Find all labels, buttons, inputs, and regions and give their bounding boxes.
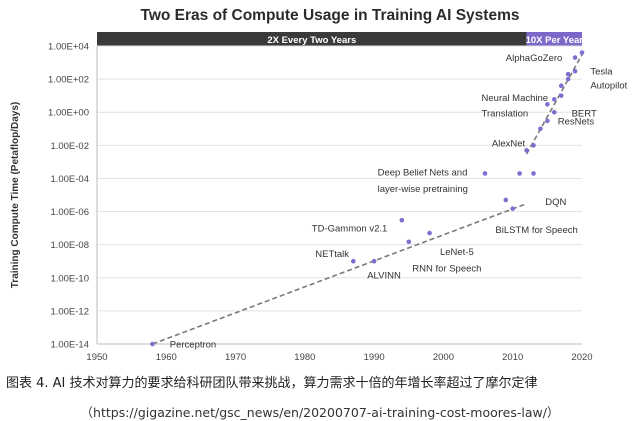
y-tick-label: 1.00E+02 — [48, 75, 89, 86]
point-annotation: Autopilot — [590, 80, 627, 91]
data-point — [545, 102, 550, 107]
point-annotation: NETtalk — [315, 249, 349, 260]
y-tick-label: 1.00E-02 — [50, 141, 89, 152]
figure-source: （https://gigazine.net/gsc_news/en/202007… — [80, 405, 560, 420]
annotations: Perceptron NETtalk ALVINN TD-Gammon v2.1 RNN… — [170, 53, 628, 350]
data-point — [524, 148, 529, 153]
point-annotation: Translation — [482, 108, 529, 119]
data-point — [503, 197, 509, 203]
data-point — [517, 171, 522, 176]
data-point — [399, 217, 405, 223]
y-tick-label: 1.00E-08 — [50, 240, 89, 251]
y-tick-label: 1.00E-06 — [50, 207, 89, 218]
era-label-1: 10X Per Year — [526, 35, 584, 46]
data-point — [572, 68, 578, 74]
x-tick-label: 2010 — [502, 352, 523, 363]
data-point — [371, 258, 377, 264]
x-tick-label: 1950 — [86, 352, 107, 363]
data-point — [558, 83, 564, 88]
point-annotation: Tesla — [590, 67, 613, 78]
y-tick-label: 1.00E-12 — [50, 306, 89, 317]
tick-labels: 1.00E+04 1.00E+02 1.00E+00 1.00E-02 1.00E-04… — [48, 42, 593, 364]
era-band-1 — [526, 32, 582, 46]
era-bands: 2X Every Two Years 10X Per Year — [97, 32, 583, 46]
data-point — [565, 76, 571, 82]
y-tick-label: 1.00E-14 — [50, 340, 89, 351]
point-annotation: TD-Gammon v2.1 — [312, 224, 388, 235]
point-annotation: BiLSTM for Speech — [495, 225, 577, 236]
axes — [96, 46, 582, 345]
x-tick-label: 2000 — [433, 352, 454, 363]
data-points — [150, 50, 585, 347]
data-point — [531, 171, 536, 176]
x-tick-label: 1980 — [294, 352, 315, 363]
data-point — [482, 171, 488, 176]
point-annotation: BERT — [572, 108, 597, 119]
grid-lines — [97, 45, 582, 345]
point-annotation: DQN — [545, 197, 566, 208]
y-axis-label: Training Compute Time (Petaflop/Days) — [10, 102, 21, 289]
x-tick-label: 1970 — [225, 352, 246, 363]
data-point — [579, 50, 585, 55]
data-point — [551, 97, 557, 102]
data-point — [538, 126, 543, 132]
data-point — [406, 239, 412, 245]
x-tick-label: 1990 — [364, 352, 385, 363]
era-label-0: 2X Every Two Years — [267, 35, 356, 46]
point-annotation: RNN for Speech — [412, 263, 481, 274]
trend-lines — [152, 54, 583, 345]
trend-line-0 — [152, 202, 527, 345]
trend-line-1 — [525, 54, 583, 155]
data-point — [427, 230, 432, 236]
point-annotation: Deep Belief Nets and — [378, 167, 468, 178]
point-annotation: Perceptron — [170, 340, 216, 351]
x-tick-label: 1960 — [156, 352, 177, 363]
compute-chart: Two Eras of Compute Usage in Training AI… — [10, 7, 628, 364]
y-tick-label: 1.00E-10 — [50, 273, 89, 284]
x-tick-label: 2020 — [571, 352, 592, 363]
data-point — [531, 143, 536, 148]
point-annotation: AlexNet — [492, 138, 526, 149]
point-annotation: ALVINN — [367, 270, 401, 281]
data-point — [572, 55, 578, 60]
y-tick-label: 1.00E+00 — [48, 108, 89, 119]
data-point — [150, 341, 155, 347]
point-annotation: AlphaGoZero — [506, 53, 563, 64]
era-band-0 — [97, 32, 527, 46]
point-annotation: LeNet-5 — [440, 247, 474, 258]
data-point — [545, 118, 550, 124]
point-annotation: layer-wise pretraining — [378, 184, 468, 195]
chart-title: Two Eras of Compute Usage in Training AI… — [141, 7, 520, 24]
data-point — [510, 206, 516, 211]
data-point — [565, 71, 571, 77]
point-annotation: ResNets — [558, 116, 595, 127]
point-annotation: Neural Machine — [482, 93, 549, 104]
data-point — [558, 93, 564, 98]
y-tick-label: 1.00E-04 — [50, 174, 89, 185]
y-tick-label: 1.00E+04 — [48, 42, 89, 53]
figure-caption: 图表 4. AI 技术对算力的要求给科研团队带来挑战，算力需求十倍的年增长率超过… — [6, 376, 538, 391]
data-point — [551, 109, 557, 115]
data-point — [351, 258, 356, 264]
